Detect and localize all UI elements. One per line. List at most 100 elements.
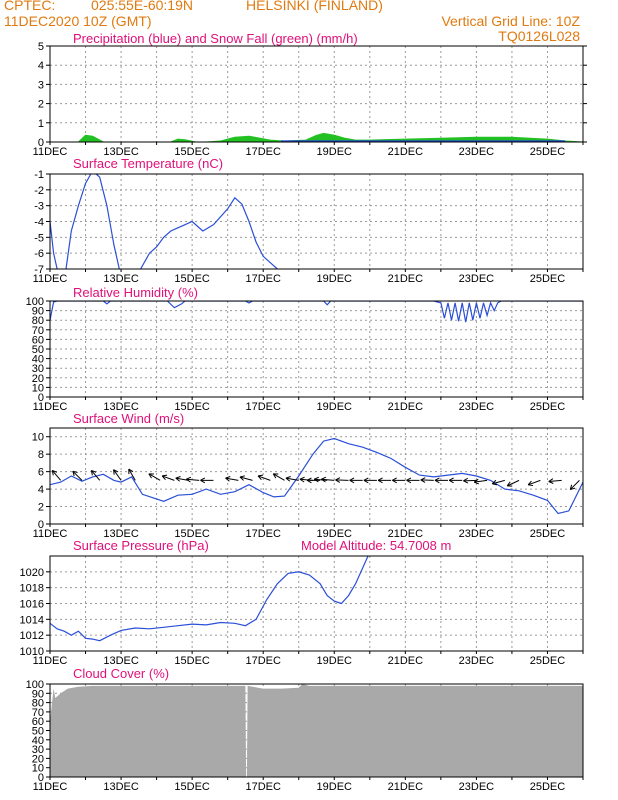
y-tick-label: 70	[32, 325, 44, 337]
x-tick-label: 21DEC	[388, 655, 424, 667]
wind-arrowhead	[434, 479, 440, 484]
wind-arrowhead	[528, 484, 534, 487]
y-tick-label: -1	[34, 169, 44, 181]
wind-arrowhead	[420, 479, 426, 483]
wind-arrowhead	[569, 484, 573, 490]
wind-arrowhead	[492, 483, 498, 486]
wind-arrowhead	[52, 469, 58, 473]
x-tick-label: 15DEC	[174, 528, 210, 540]
y-tick-label: 20	[32, 753, 44, 765]
x-tick-label: 15DEC	[174, 273, 210, 285]
y-tick-label: 10	[32, 382, 44, 394]
wind-arrowhead	[299, 478, 305, 483]
wind-arrowhead	[377, 479, 383, 484]
y-tick-label: 80	[32, 315, 44, 327]
y-tick-label: 30	[32, 744, 44, 756]
wind-arrowhead	[162, 474, 168, 477]
panel-frame	[49, 683, 584, 778]
wind-arrow	[161, 475, 175, 481]
wind-arrowhead	[128, 468, 134, 473]
wind-arrow	[175, 477, 189, 481]
y-tick-label: 1020	[20, 567, 44, 579]
x-tick-label: 15DEC	[174, 401, 210, 413]
wind-arrowhead	[313, 478, 319, 483]
wind-arrowhead	[200, 477, 206, 481]
panel-precip: 0 1 2 3 4 5 11DEC 13DEC 15DEC 17DEC 19DEC 21DEC 23DE…	[33, 31, 587, 158]
x-tick-label: 11DEC	[33, 781, 68, 793]
panel-frame	[49, 173, 584, 270]
wind-arrowhead	[91, 469, 97, 473]
wind-arrowhead	[285, 477, 291, 482]
x-tick-label: 19DEC	[317, 401, 353, 413]
wind-arrowhead	[257, 475, 262, 481]
x-tick-label: 17DEC	[245, 401, 281, 413]
wind-arrow	[527, 479, 541, 486]
x-tick-label: 23DEC	[459, 655, 495, 667]
x-tick-label: 11DEC	[33, 146, 68, 158]
wind-arrow	[314, 478, 328, 481]
wind-arrow	[257, 475, 271, 481]
y-tick-label: 50	[32, 726, 44, 738]
wind-arrow	[91, 470, 101, 481]
panel-temp: -7 -6 -5 -4 -3 -2 -1 11DEC 13DEC 15DEC 17DEC 19DEC 2…	[33, 156, 584, 285]
panel-title: Relative Humidity (%)	[73, 285, 198, 300]
y-tick-label: 100	[26, 296, 44, 308]
wind-arrow	[51, 470, 62, 481]
wind-arrowhead	[113, 469, 115, 475]
y-tick-label: -3	[34, 201, 44, 213]
wind-arrow	[72, 470, 83, 481]
wind-arrow	[569, 480, 580, 490]
y-tick-label: 1018	[20, 583, 44, 595]
wind-arrow	[474, 479, 488, 483]
y-tick-label: 0	[38, 392, 44, 404]
plot-area	[50, 556, 369, 642]
wind-arrowhead	[239, 475, 245, 478]
wind-arrowhead	[258, 474, 264, 477]
x-tick-label: 17DEC	[245, 146, 281, 158]
y-tick-label: 10	[32, 432, 44, 444]
y-tick-label: 1012	[20, 630, 44, 642]
x-tick-label: 21DEC	[388, 401, 424, 413]
wind-arrowhead	[349, 479, 355, 484]
wind-arrowhead	[335, 479, 341, 483]
wind-arrowhead	[186, 478, 191, 483]
x-tick-label: 13DEC	[103, 528, 139, 540]
wind-arrowhead	[72, 471, 75, 477]
wind-arrowhead	[473, 478, 479, 483]
y-tick-label: 2	[38, 502, 44, 514]
wind-arrowhead	[314, 476, 319, 480]
x-tick-label: 19DEC	[317, 146, 353, 158]
plot-area	[50, 174, 279, 269]
x-tick-label: 15DEC	[174, 146, 210, 158]
panel-wind: 0 2 4 6 8 10 11DEC 13DEC 15DEC 17DEC 19DEC 21DEC 23D…	[32, 411, 584, 540]
wind-arrowhead	[239, 476, 244, 481]
wind-arrow	[148, 473, 161, 481]
x-tick-label: 23DEC	[459, 781, 495, 793]
wind-arrowhead	[548, 481, 554, 484]
wind-arrowhead	[225, 476, 231, 479]
x-tick-label: 19DEC	[317, 528, 353, 540]
x-tick-label: 25DEC	[530, 528, 566, 540]
panel-frame	[49, 555, 584, 652]
y-tick-label: 40	[32, 735, 44, 747]
wind-arrowhead	[392, 477, 397, 481]
y-tick-label: -4	[34, 217, 44, 229]
y-tick-label: 70	[32, 707, 44, 719]
wind-arrowhead	[363, 479, 369, 484]
x-tick-label: 19DEC	[317, 781, 353, 793]
y-tick-label: 20	[32, 373, 44, 385]
x-tick-label: 17DEC	[245, 273, 281, 285]
x-tick-label: 25DEC	[530, 146, 566, 158]
plot-area	[50, 437, 583, 515]
panel-title: Surface Pressure (hPa)	[73, 538, 209, 553]
panel-frame	[49, 45, 584, 143]
y-tick-label: 1010	[20, 646, 44, 658]
panel-pressure: 1010 1012 1014 1016 1018 1020 11DEC 13DEC 15DEC 1…	[20, 538, 584, 667]
x-tick-label: 25DEC	[530, 401, 566, 413]
wind-arrow	[492, 479, 505, 485]
x-tick-label: 25DEC	[530, 273, 566, 285]
wind-arrowhead	[175, 477, 180, 482]
